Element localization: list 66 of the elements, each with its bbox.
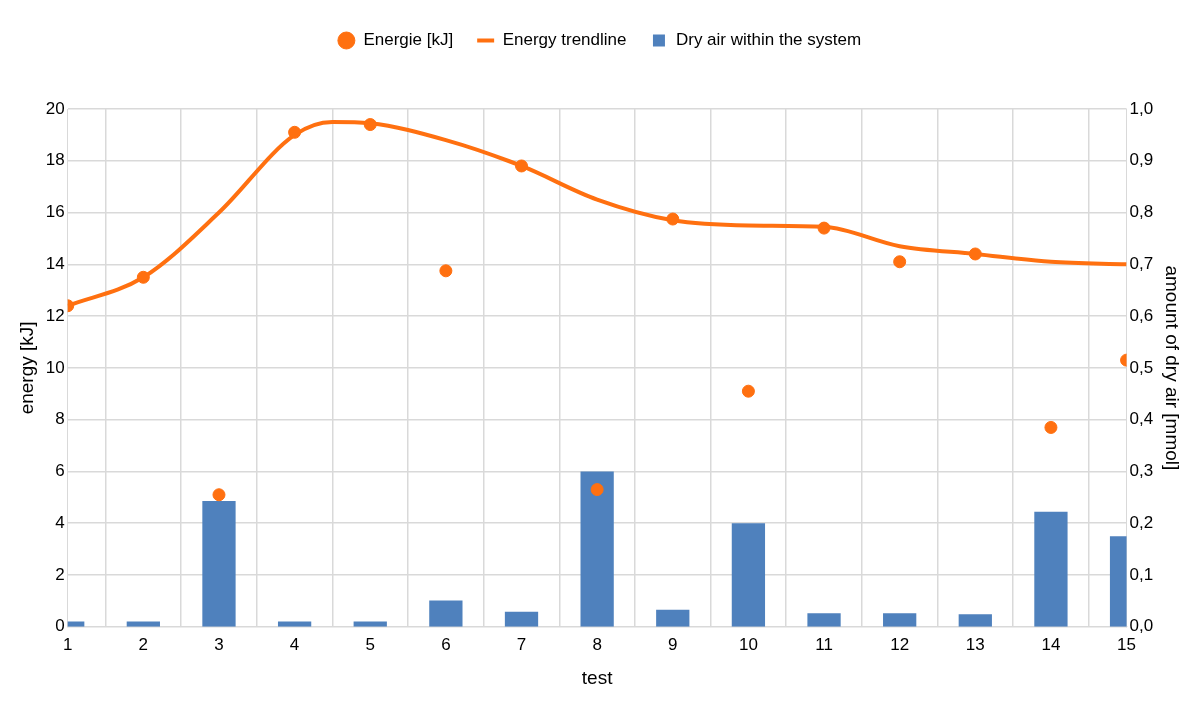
y2-tick-label: 1,0 <box>1129 98 1154 118</box>
bar <box>883 613 917 627</box>
y2-tick-label: 0,3 <box>1129 461 1154 481</box>
x-tick-label: 13 <box>965 634 985 654</box>
point <box>968 247 982 261</box>
point <box>666 212 680 226</box>
bar <box>1034 511 1068 627</box>
y-tick-label: 16 <box>45 202 65 222</box>
point <box>212 488 226 502</box>
bar <box>202 500 236 627</box>
bar <box>807 613 841 627</box>
y-tick-label: 4 <box>55 512 65 532</box>
point <box>741 384 755 398</box>
bar <box>429 600 463 627</box>
bar <box>580 471 614 627</box>
x-axis-title: test <box>581 666 614 688</box>
x-tick-label: 3 <box>214 634 224 654</box>
point <box>817 221 831 235</box>
y2-tick-label: 0,7 <box>1129 254 1154 274</box>
legend-label: Energie [kJ] <box>363 30 454 50</box>
legend-label: Energy trendline <box>502 30 627 50</box>
y2-tick-label: 0,2 <box>1129 512 1154 532</box>
y-tick-label: 0 <box>55 616 65 636</box>
y2-axis-title: amount of dry air [mmol] <box>1162 265 1184 471</box>
y2-tick-label: 0,4 <box>1129 409 1154 429</box>
x-tick-label: 9 <box>668 634 678 654</box>
y-axis-title: energy [kJ] <box>15 321 37 415</box>
y-tick-label: 10 <box>45 357 65 377</box>
y-tick-label: 8 <box>55 409 65 429</box>
y-tick-label: 12 <box>45 305 65 325</box>
x-tick-label: 2 <box>138 634 149 654</box>
x-tick-label: 14 <box>1041 634 1061 654</box>
y2-tick-label: 0,8 <box>1129 202 1154 222</box>
y-tick-label: 18 <box>45 150 65 170</box>
y-tick-label: 6 <box>55 461 65 481</box>
point <box>590 483 604 497</box>
y-tick-label: 14 <box>45 254 65 274</box>
x-tick-label: 4 <box>289 634 300 654</box>
point <box>893 255 907 269</box>
point <box>1044 420 1058 434</box>
y2-tick-label: 0,9 <box>1129 150 1154 170</box>
bar <box>504 611 539 627</box>
bar <box>731 523 766 627</box>
x-tick-label: 11 <box>815 634 833 654</box>
y2-tick-label: 0,1 <box>1129 564 1154 584</box>
point <box>515 159 529 173</box>
bar <box>656 609 690 627</box>
x-tick-label: 10 <box>738 634 758 654</box>
x-tick-label: 8 <box>592 634 602 654</box>
point <box>288 125 302 139</box>
x-tick-label: 15 <box>1117 634 1137 654</box>
x-tick-label: 12 <box>890 634 910 654</box>
y2-tick-label: 0,6 <box>1129 305 1154 325</box>
point <box>439 264 453 278</box>
legend-label: Dry air within the system <box>675 30 862 50</box>
x-tick-label: 5 <box>365 634 375 654</box>
x-tick-label: 1 <box>62 634 73 654</box>
point <box>136 270 150 284</box>
point <box>363 118 377 132</box>
y2-tick-label: 0,0 <box>1129 616 1154 636</box>
bar <box>958 614 992 627</box>
y-tick-label: 20 <box>45 98 65 118</box>
y2-tick-label: 0,5 <box>1129 357 1154 377</box>
y-tick-label: 2 <box>55 564 65 584</box>
x-tick-label: 6 <box>441 634 451 654</box>
x-tick-label: 7 <box>516 634 527 654</box>
